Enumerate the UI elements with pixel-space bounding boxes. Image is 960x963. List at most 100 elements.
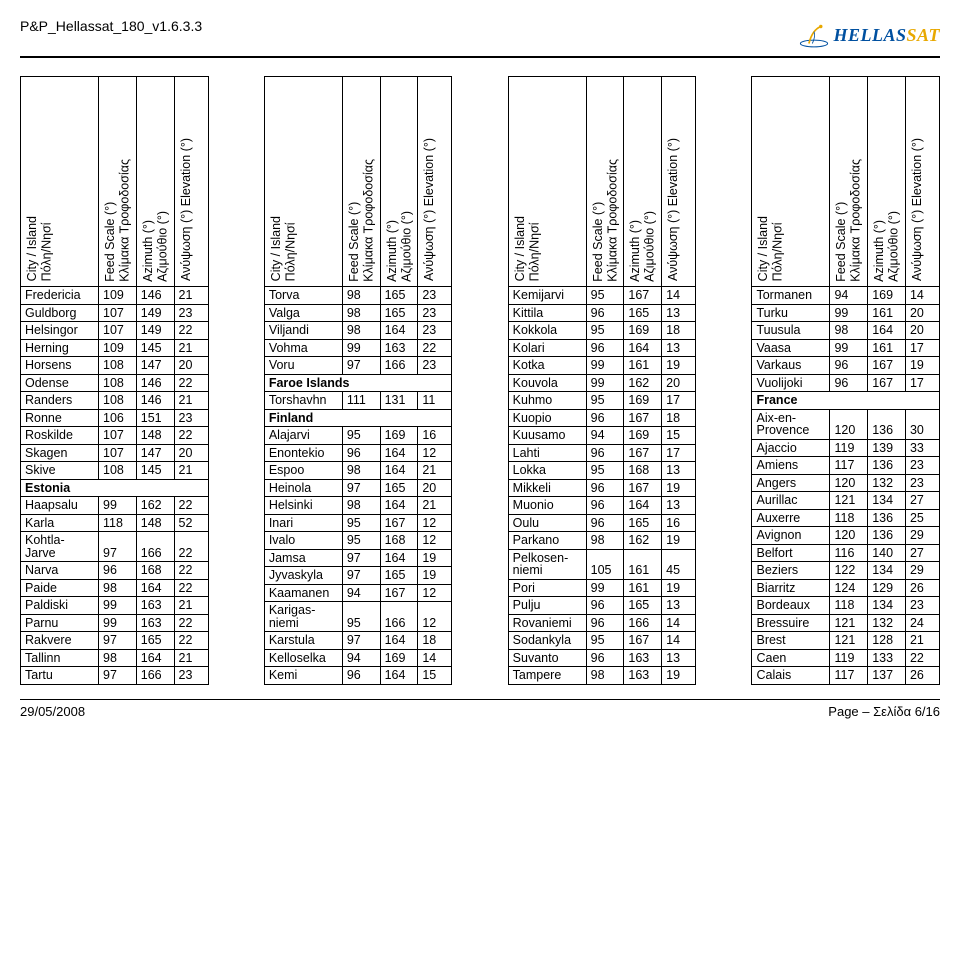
azimuth-cell: 166 [380,602,418,632]
table-row: Valga9816523 [264,304,452,322]
table-row: Inari9516712 [264,514,452,532]
feed-cell: 97 [342,357,380,375]
city-cell: Roskilde [21,427,99,445]
azimuth-cell: 167 [380,584,418,602]
azimuth-cell: 164 [380,497,418,515]
azimuth-cell: 163 [136,597,174,615]
feed-cell: 109 [99,287,137,305]
table-row: Suvanto9616313 [508,649,696,667]
elevation-cell: 22 [174,579,208,597]
table-row: Horsens10814720 [21,357,209,375]
city-cell: Ajaccio [752,439,830,457]
table-row: Turku9916120 [752,304,940,322]
city-cell: Skagen [21,444,99,462]
elevation-cell: 23 [418,322,452,340]
azimuth-cell: 140 [868,544,906,562]
elevation-cell: 23 [174,667,208,685]
azimuth-cell: 147 [136,444,174,462]
table-row: Viljandi9816423 [264,322,452,340]
elevation-cell: 25 [905,509,939,527]
elevation-cell: 19 [418,567,452,585]
table-row: Enontekio9616412 [264,444,452,462]
table-row: Muonio9616413 [508,497,696,515]
table-row: Jyvaskyla9716519 [264,567,452,585]
city-cell: Helsingor [21,322,99,340]
table-row: Roskilde10714822 [21,427,209,445]
city-cell: Rovaniemi [508,614,586,632]
elevation-cell: 12 [418,514,452,532]
table-row: Sodankyla9516714 [508,632,696,650]
feed-cell: 121 [830,614,868,632]
elevation-cell: 17 [662,392,696,410]
table-row: Torshavhn11113111 [264,392,452,410]
feed-cell: 120 [830,527,868,545]
elevation-cell: 13 [662,497,696,515]
table-row: Biarritz12412926 [752,579,940,597]
azimuth-cell: 167 [624,409,662,427]
elevation-cell: 23 [905,597,939,615]
feed-cell: 95 [586,392,624,410]
azimuth-cell: 128 [868,632,906,650]
city-cell: Tuusula [752,322,830,340]
city-cell: Voru [264,357,342,375]
table-row: Kuopio9616718 [508,409,696,427]
azimuth-cell: 168 [136,562,174,580]
azimuth-cell: 148 [136,427,174,445]
city-cell: Kemi [264,667,342,685]
table-row: Kelloselka9416914 [264,649,452,667]
city-cell: Kuusamo [508,427,586,445]
elevation-cell: 52 [174,514,208,532]
table-row: Kolari9616413 [508,339,696,357]
elevation-cell: 22 [174,427,208,445]
azimuth-cell: 136 [868,457,906,475]
data-columns: City / IslandΠόλη/ΝησίFeed Scale (°)Κλίμ… [20,76,940,685]
table-row: Tuusula9816420 [752,322,940,340]
azimuth-cell: 134 [868,492,906,510]
table-row: Varkaus9616719 [752,357,940,375]
table-row: Aurillac12113427 [752,492,940,510]
feed-cell: 95 [586,632,624,650]
azimuth-cell: 165 [380,479,418,497]
feed-cell: 98 [99,579,137,597]
elevation-cell: 22 [174,614,208,632]
feed-cell: 98 [342,287,380,305]
city-cell: Kolari [508,339,586,357]
feed-cell: 118 [99,514,137,532]
azimuth-cell: 161 [624,549,662,579]
table-row: Aix-en-Provence12013630 [752,409,940,439]
feed-cell: 96 [342,444,380,462]
azimuth-cell: 167 [868,357,906,375]
feed-cell: 107 [99,322,137,340]
table-row: Karigas-niemi9516612 [264,602,452,632]
table-row: Vuolijoki9616717 [752,374,940,392]
feed-cell: 108 [99,462,137,480]
city-cell: Narva [21,562,99,580]
azimuth-cell: 133 [868,649,906,667]
city-cell: Heinola [264,479,342,497]
elevation-cell: 22 [174,374,208,392]
feed-cell: 96 [586,304,624,322]
feed-cell: 109 [99,339,137,357]
elevation-cell: 22 [905,649,939,667]
elevation-cell: 21 [905,632,939,650]
city-cell: Vaasa [752,339,830,357]
city-cell: Kuopio [508,409,586,427]
city-cell: Helsinki [264,497,342,515]
table-row: Lokka9516813 [508,462,696,480]
azimuth-cell: 136 [868,527,906,545]
section-header: Finland [264,409,452,427]
feed-cell: 99 [586,579,624,597]
city-cell: Tormanen [752,287,830,305]
elevation-cell: 14 [662,614,696,632]
table-row: Voru9716623 [264,357,452,375]
logo: HELLASSAT [797,18,940,52]
city-cell: Torva [264,287,342,305]
azimuth-cell: 166 [624,614,662,632]
table-row: Skive10814521 [21,462,209,480]
azimuth-cell: 132 [868,474,906,492]
elevation-cell: 29 [905,527,939,545]
elevation-cell: 23 [905,457,939,475]
azimuth-cell: 163 [136,614,174,632]
azimuth-cell: 139 [868,439,906,457]
city-cell: Belfort [752,544,830,562]
